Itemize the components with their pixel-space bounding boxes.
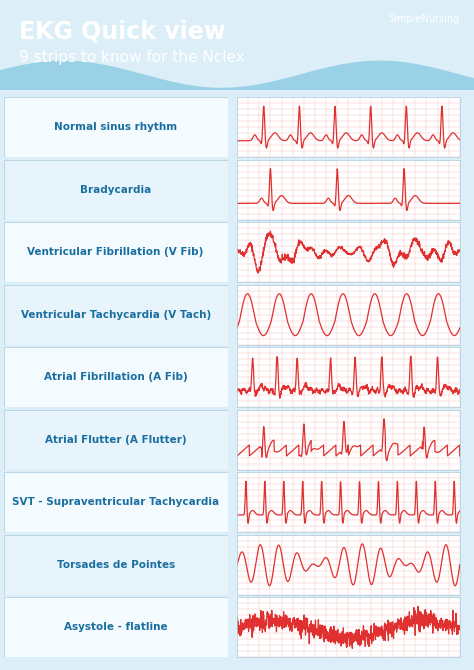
Text: Atrial Fibrillation (A Fib): Atrial Fibrillation (A Fib) xyxy=(44,373,188,382)
Text: Atrial Flutter (A Flutter): Atrial Flutter (A Flutter) xyxy=(45,435,186,445)
FancyBboxPatch shape xyxy=(4,347,228,407)
Text: 9 strips to know for the Nclex: 9 strips to know for the Nclex xyxy=(19,50,245,65)
FancyBboxPatch shape xyxy=(4,410,228,470)
FancyBboxPatch shape xyxy=(4,159,228,220)
Text: Ventricular Tachycardia (V Tach): Ventricular Tachycardia (V Tach) xyxy=(20,310,211,320)
Text: SimpleNursing: SimpleNursing xyxy=(389,13,460,23)
Text: Torsades de Pointes: Torsades de Pointes xyxy=(56,560,175,570)
Text: Normal sinus rhythm: Normal sinus rhythm xyxy=(54,122,177,132)
FancyBboxPatch shape xyxy=(4,535,228,595)
FancyBboxPatch shape xyxy=(4,598,228,657)
FancyBboxPatch shape xyxy=(4,97,228,157)
Text: SVT - Supraventricular Tachycardia: SVT - Supraventricular Tachycardia xyxy=(12,497,219,507)
FancyBboxPatch shape xyxy=(4,222,228,282)
Text: Ventricular Fibrillation (V Fib): Ventricular Fibrillation (V Fib) xyxy=(27,247,204,257)
Text: Bradycardia: Bradycardia xyxy=(80,185,151,194)
Text: EKG Quick view: EKG Quick view xyxy=(19,20,226,44)
Polygon shape xyxy=(0,60,474,90)
Text: Asystole - flatline: Asystole - flatline xyxy=(64,622,167,632)
FancyBboxPatch shape xyxy=(4,472,228,532)
FancyBboxPatch shape xyxy=(4,285,228,344)
